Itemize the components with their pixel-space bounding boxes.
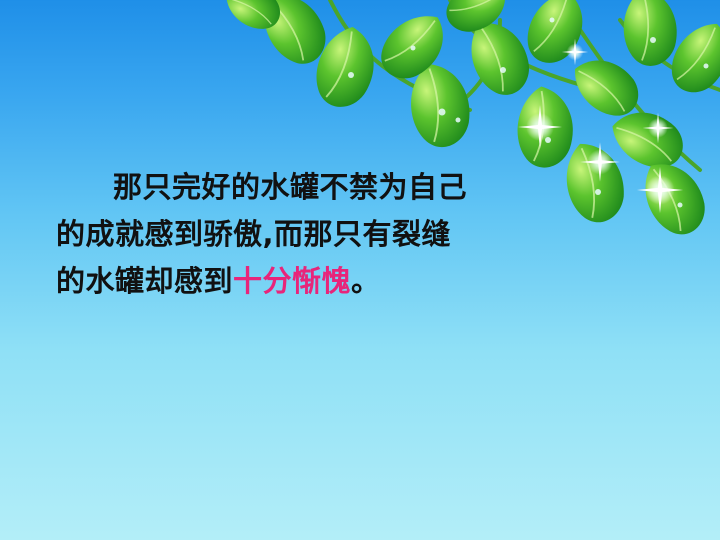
text-line-1: 那只完好的水罐不禁为自己 bbox=[113, 170, 468, 204]
text-line-3: 的水罐却感到十分惭愧。 bbox=[56, 258, 576, 305]
highlight-text: 十分惭愧 bbox=[233, 264, 352, 298]
end-punctuation: 。 bbox=[351, 264, 381, 298]
droplet-icon bbox=[348, 17, 709, 208]
text-line-3-start: 的水罐却感到 bbox=[56, 264, 234, 298]
text-line-2: 的成就感到骄傲,而那只有裂缝 bbox=[56, 217, 452, 251]
slide-text: 那只完好的水罐不禁为自己 的成就感到骄傲,而那只有裂缝 的水罐却感到十分惭愧。 bbox=[56, 164, 576, 305]
